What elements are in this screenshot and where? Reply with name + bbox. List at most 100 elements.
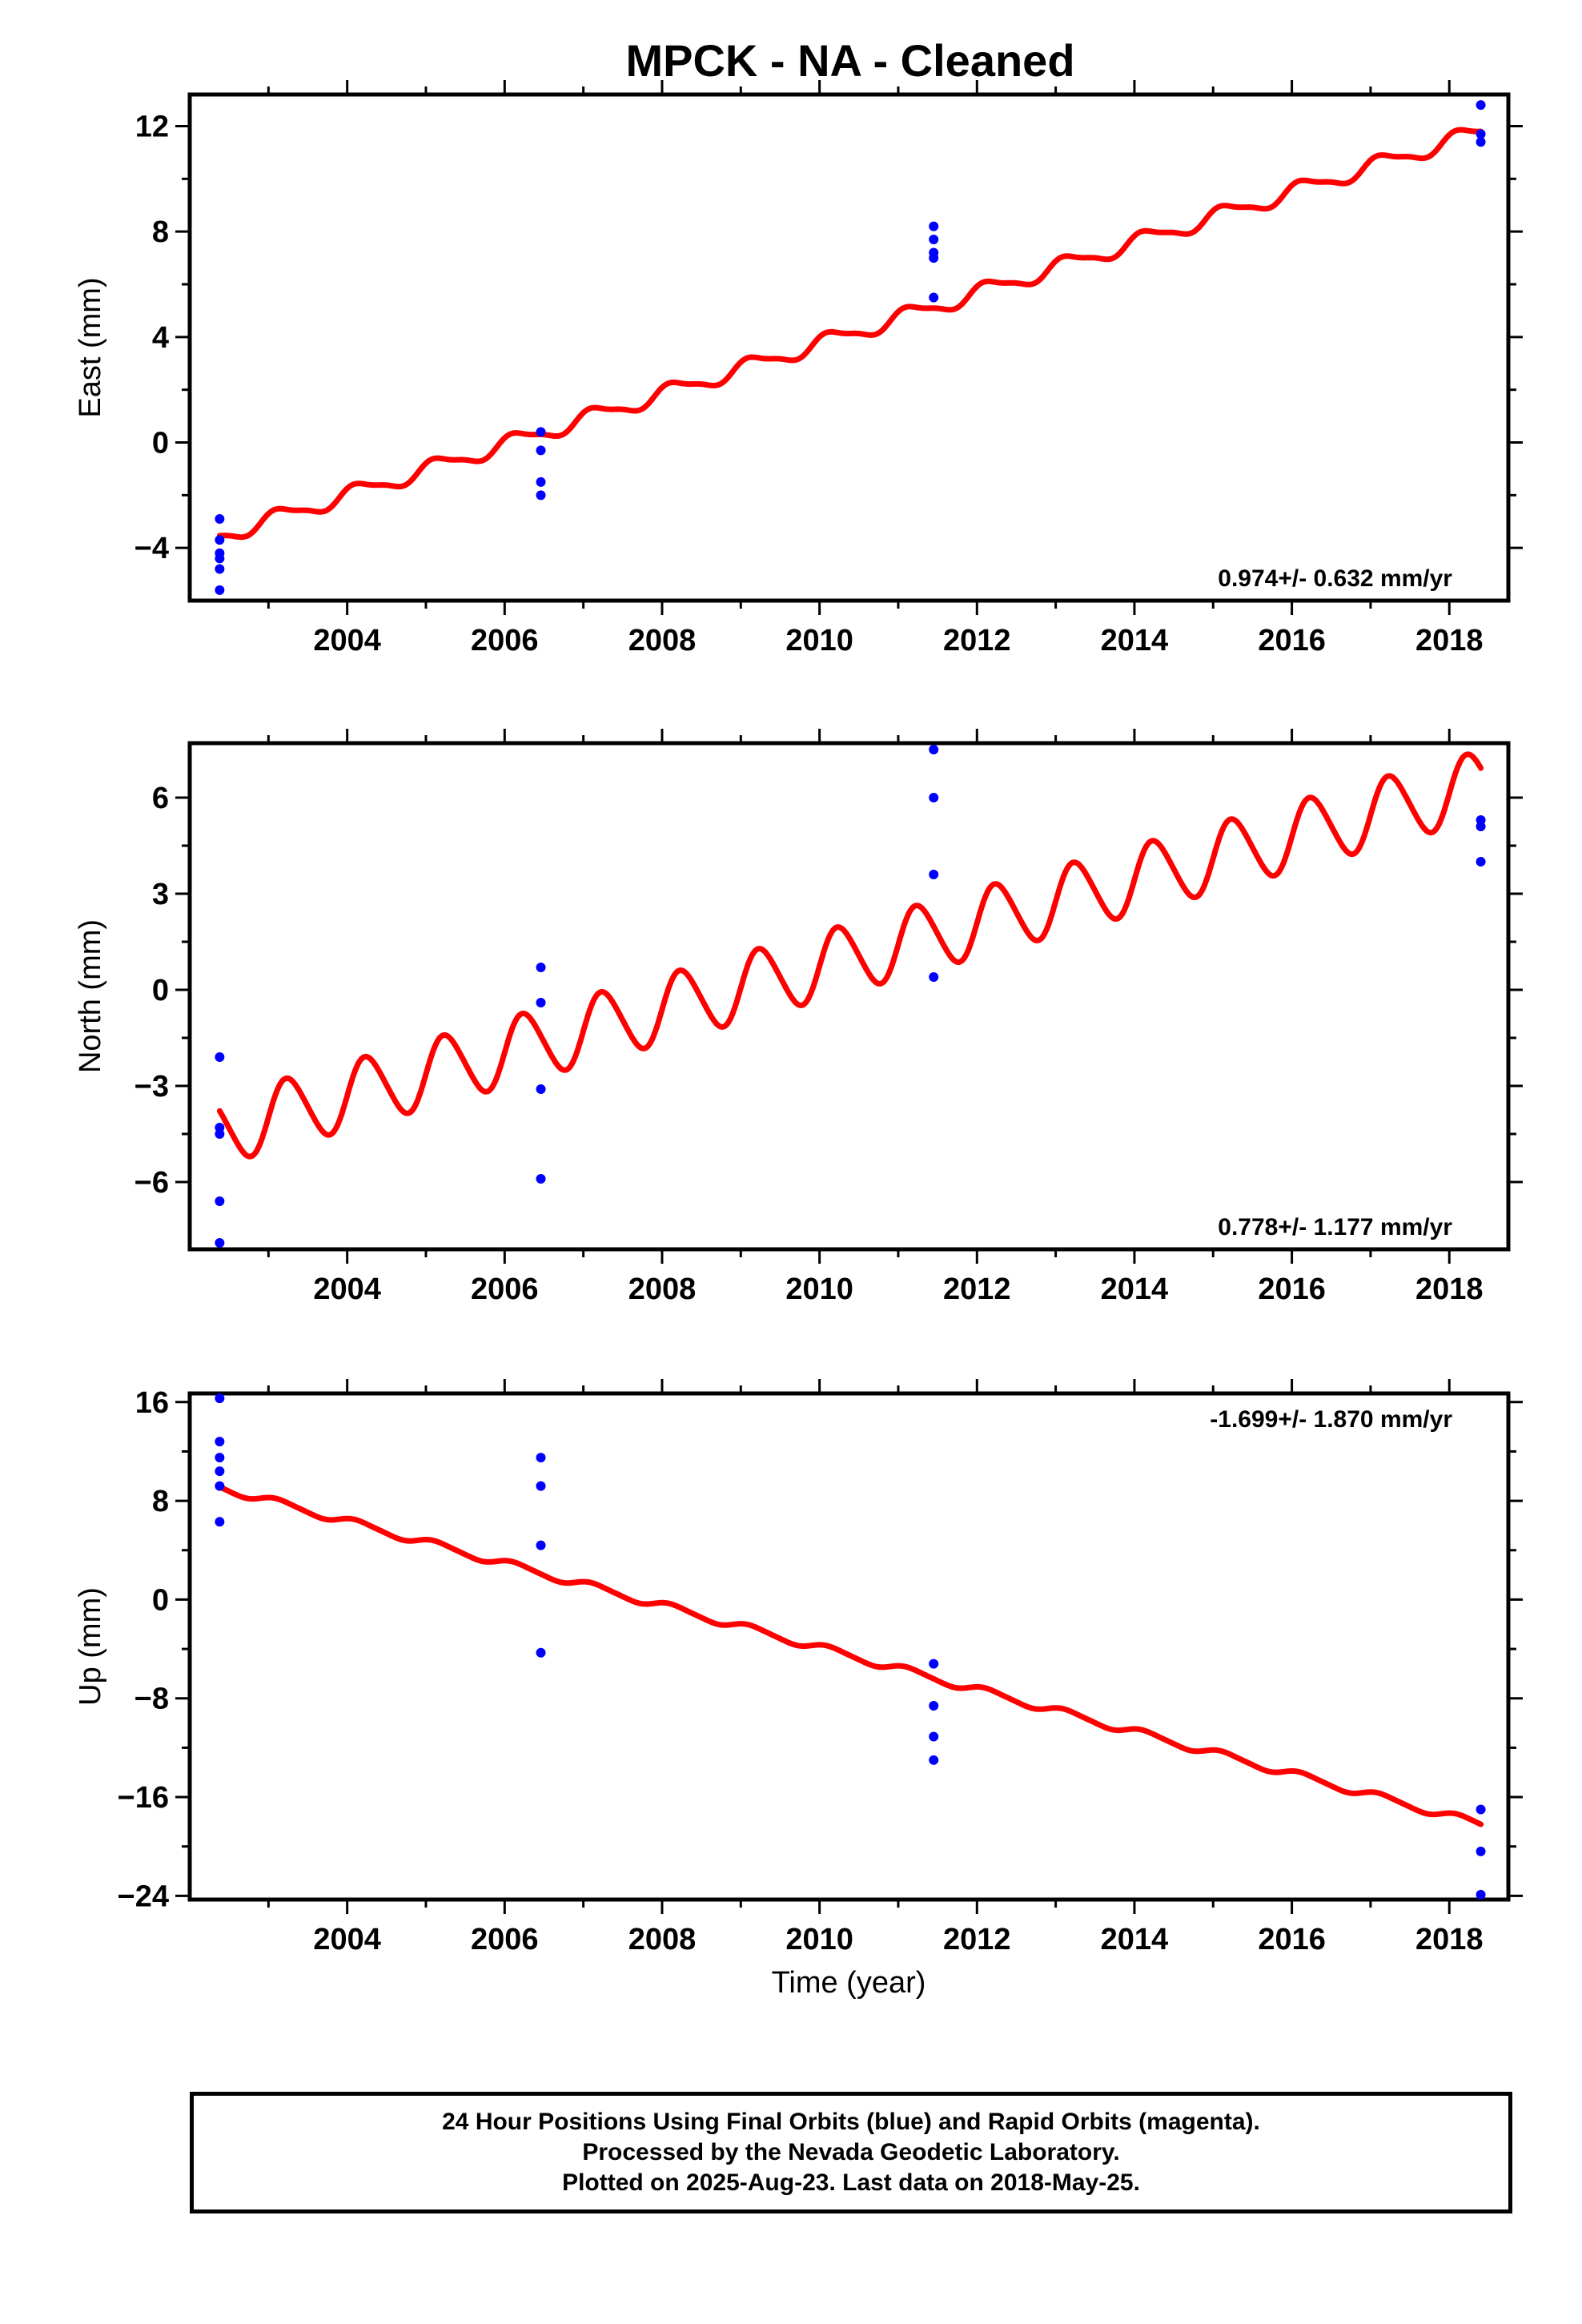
x-tick-label: 2006: [471, 624, 539, 657]
data-point: [215, 1129, 225, 1139]
data-point: [1476, 1804, 1486, 1815]
x-tick-label: 2012: [943, 1923, 1011, 1956]
data-point: [1476, 822, 1486, 831]
y-tick-label: 0: [152, 1583, 169, 1617]
data-point: [929, 1755, 939, 1765]
x-tick-label: 2004: [313, 1923, 381, 1956]
x-tick-label: 2006: [471, 1923, 539, 1956]
data-point: [536, 427, 546, 437]
data-point: [536, 998, 546, 1007]
panel-2: 2004 2006 2008 2010 2012 2014 2016 2018 6 3 0 −3 −6 N…: [74, 729, 1523, 1306]
data-point: [215, 513, 225, 524]
data-point: [215, 1393, 225, 1404]
y-axis-label: North (mm): [74, 919, 107, 1073]
data-point: [215, 1437, 225, 1447]
y-axis-label: Up (mm): [74, 1587, 107, 1706]
data-point: [215, 564, 225, 574]
x-tick-label: 2008: [628, 1923, 697, 1956]
x-tick-label: 2016: [1258, 1273, 1326, 1306]
data-point: [929, 253, 939, 263]
plot-frame: [187, 741, 1511, 1252]
y-tick-label: 8: [152, 1485, 169, 1518]
y-tick-label: −16: [118, 1781, 169, 1815]
data-point: [536, 1481, 546, 1491]
rate-label: 0.974+/- 0.632 mm/yr: [1218, 565, 1452, 592]
data-point: [215, 585, 225, 595]
data-point: [929, 745, 939, 754]
footer-line-3: Plotted on 2025-Aug-23. Last data on 201…: [562, 2169, 1140, 2196]
x-tick-label: 2014: [1101, 624, 1169, 657]
data-point: [215, 535, 225, 545]
footer-line-2: Processed by the Nevada Geodetic Laborat…: [582, 2139, 1120, 2165]
footer-line-1: 24 Hour Positions Using Final Orbits (bl…: [442, 2109, 1260, 2135]
data-point: [1476, 857, 1486, 866]
data-point: [1476, 1846, 1486, 1856]
chart-title: MPCK - NA - Cleaned: [625, 35, 1074, 86]
plot-frame: [187, 92, 1511, 603]
plot-frame: [187, 1391, 1511, 1902]
y-tick-label: 0: [152, 974, 169, 1007]
data-point: [1476, 1889, 1486, 1900]
data-point: [536, 963, 546, 972]
x-tick-label: 2004: [313, 1273, 381, 1306]
y-tick-label: 0: [152, 427, 169, 460]
footer-box: 24 Hour Positions Using Final Orbits (bl…: [190, 2092, 1512, 2213]
rate-label: -1.699+/- 1.870 mm/yr: [1210, 1406, 1452, 1433]
data-point: [929, 292, 939, 303]
x-tick-label: 2016: [1258, 624, 1326, 657]
y-tick-label: 3: [152, 878, 169, 911]
y-tick-label: −3: [135, 1070, 169, 1104]
x-tick-label: 2018: [1415, 1923, 1484, 1956]
data-point: [929, 972, 939, 982]
x-tick-label: 2010: [785, 1273, 853, 1306]
x-tick-label: 2016: [1258, 1923, 1326, 1956]
y-tick-label: 6: [152, 782, 169, 815]
y-tick-label: 4: [152, 321, 169, 355]
y-tick-label: 8: [152, 215, 169, 249]
x-tick-label: 2018: [1415, 624, 1484, 657]
data-point: [929, 1659, 939, 1669]
model-fit-line: [216, 1484, 1484, 1827]
x-tick-label: 2004: [313, 624, 381, 657]
x-tick-label: 2008: [628, 1273, 697, 1306]
x-tick-label: 2014: [1101, 1273, 1169, 1306]
y-tick-label: 16: [135, 1386, 169, 1420]
x-axis-label: Time (year): [772, 1966, 926, 2000]
data-point: [1476, 100, 1486, 111]
y-tick-label: −6: [135, 1166, 169, 1200]
data-point: [215, 1466, 225, 1477]
data-point: [929, 221, 939, 231]
model-fit-line: [216, 127, 1484, 541]
data-point: [215, 1052, 225, 1062]
x-tick-label: 2010: [785, 1923, 853, 1956]
y-axis-label: East (mm): [74, 277, 107, 417]
data-point: [536, 1540, 546, 1550]
data-point: [536, 476, 546, 487]
panel-1: 2004 2006 2008 2010 2012 2014 2016 2018 12 8 4 0 −4 E…: [74, 80, 1523, 657]
y-tick-label: 12: [135, 111, 169, 144]
y-tick-label: −4: [135, 532, 169, 565]
data-point: [536, 1647, 546, 1658]
data-point: [929, 870, 939, 879]
panels-layer: 2004 2006 2008 2010 2012 2014 2016 2018 12 8 4 0 −4 E…: [74, 80, 1523, 1956]
data-point: [1476, 129, 1486, 139]
data-point: [929, 1731, 939, 1742]
x-tick-label: 2010: [785, 624, 853, 657]
x-tick-label: 2012: [943, 624, 1011, 657]
data-point: [536, 1453, 546, 1463]
data-point: [536, 1174, 546, 1184]
data-point: [215, 1517, 225, 1527]
x-tick-label: 2014: [1101, 1923, 1169, 1956]
data-point: [1476, 137, 1486, 147]
x-tick-label: 2008: [628, 624, 697, 657]
data-point: [215, 1453, 225, 1463]
data-point: [929, 235, 939, 245]
x-tick-label: 2018: [1415, 1273, 1484, 1306]
y-tick-label: −8: [135, 1683, 169, 1716]
x-tick-label: 2006: [471, 1273, 539, 1306]
data-point: [536, 445, 546, 456]
data-point: [215, 553, 225, 564]
data-point: [929, 1700, 939, 1711]
x-tick-label: 2012: [943, 1273, 1011, 1306]
